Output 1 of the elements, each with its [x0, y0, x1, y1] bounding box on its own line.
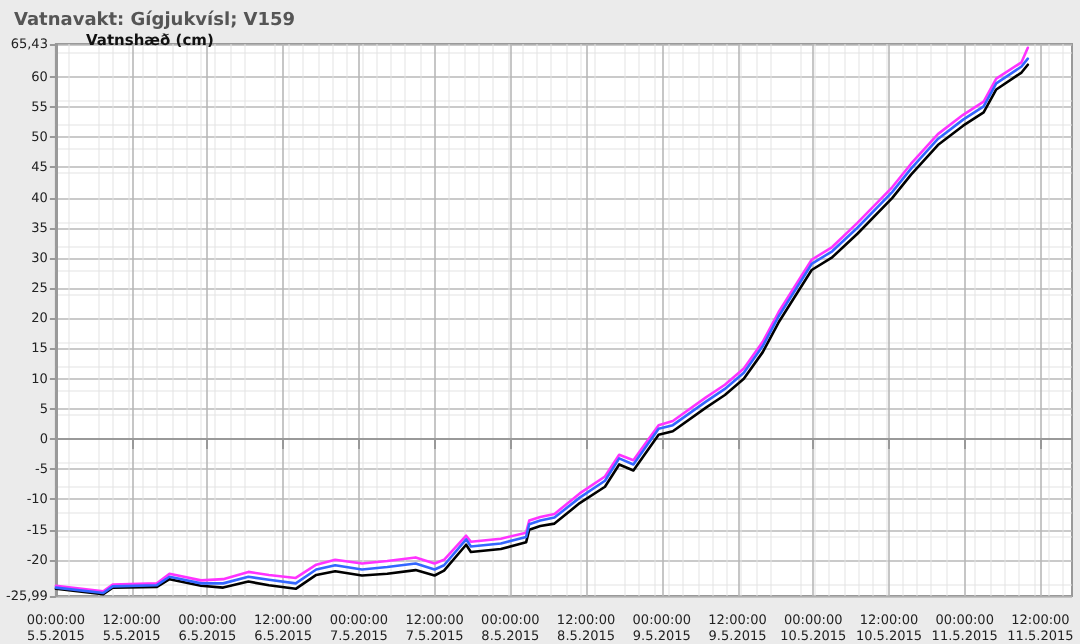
chart-title: Vatnavakt: Gígjukvísl; V159: [14, 9, 296, 31]
